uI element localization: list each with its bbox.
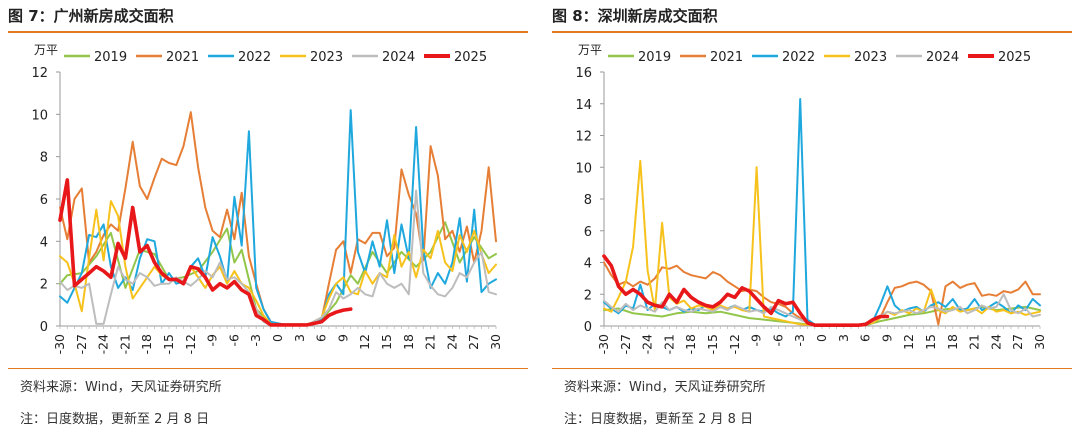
x-tick-label: 21	[423, 334, 438, 350]
y-tick-label: 12	[575, 130, 592, 145]
legend-label: 2024	[926, 50, 959, 65]
x-tick-label: -3	[792, 334, 807, 346]
y-tick-label: 16	[575, 66, 592, 81]
legend-label: 2022	[238, 50, 271, 65]
x-tick-label: -9	[749, 334, 764, 347]
shenzhen-area-chart: 万平 2019 2021 2022 2023 2024 20250246810121416-…	[575, 43, 1047, 354]
series-line-2025	[58, 178, 353, 327]
y-axis-unit-label: 万平	[34, 43, 58, 57]
x-tick-label: 27	[466, 334, 481, 350]
x-tick-label: -21	[117, 334, 132, 354]
legend-label: 2021	[166, 50, 199, 65]
series-line-2022	[59, 109, 497, 326]
x-tick-label: -15	[161, 334, 176, 354]
x-tick-label: 21	[967, 334, 982, 350]
y-tick-label: 2	[584, 288, 592, 303]
y-tick-label: 4	[584, 257, 592, 272]
source-note: 资料来源：Wind，天风证券研究所	[564, 380, 766, 395]
series-line-2025	[602, 254, 890, 328]
x-tick-label: 12	[901, 334, 916, 350]
x-tick-label: -30	[596, 334, 611, 354]
x-tick-label: 18	[401, 334, 416, 350]
x-tick-label: -24	[640, 334, 655, 354]
y-tick-label: 4	[40, 235, 48, 250]
x-tick-label: 15	[379, 334, 394, 350]
footer-rule	[8, 368, 528, 369]
x-tick-label: -3	[248, 334, 263, 346]
update-note: 注：日度数据，更新至 2 月 8 日	[564, 412, 754, 427]
y-tick-label: 0	[40, 320, 48, 335]
x-tick-label: -12	[727, 334, 742, 354]
y-tick-label: 6	[584, 225, 592, 240]
x-tick-label: -6	[226, 334, 241, 347]
legend-label: 2023	[310, 50, 343, 65]
y-axis-unit-label: 万平	[578, 43, 602, 57]
x-tick-label: 24	[988, 334, 1003, 350]
y-tick-label: 2	[40, 278, 48, 293]
x-tick-label: 0	[814, 334, 829, 342]
y-tick-label: 6	[40, 193, 48, 208]
title-rule	[552, 31, 1072, 33]
x-tick-label: -18	[683, 334, 698, 354]
series-line-2024	[603, 293, 1041, 327]
x-tick-label: 0	[270, 334, 285, 342]
x-tick-label: 3	[292, 334, 307, 342]
x-tick-label: -6	[770, 334, 785, 347]
x-tick-label: 24	[444, 334, 459, 350]
x-tick-label: -27	[74, 334, 89, 354]
chart-panel-shenzhen: 图 8：深圳新房成交面积 万平 2019 2021 2022 2023 2024 2025 0…	[552, 0, 1080, 430]
y-tick-label: 10	[575, 161, 592, 176]
legend-label: 2025	[998, 50, 1031, 65]
x-tick-label: 3	[836, 334, 851, 342]
x-tick-label: 27	[1010, 334, 1025, 350]
y-tick-label: 0	[584, 320, 592, 335]
footer-rule	[552, 368, 1072, 369]
legend-label: 2021	[710, 50, 743, 65]
x-tick-label: -27	[618, 334, 633, 354]
y-tick-label: 8	[584, 193, 592, 208]
x-tick-label: 18	[945, 334, 960, 350]
x-tick-label: -18	[139, 334, 154, 354]
x-tick-label: 30	[488, 334, 503, 350]
x-tick-label: -9	[205, 334, 220, 347]
x-tick-label: -12	[183, 334, 198, 354]
legend-label: 2024	[382, 50, 415, 65]
legend-label: 2022	[782, 50, 815, 65]
chart-panel-guangzhou: 图 7：广州新房成交面积 万平 2019 2021 2022 2023 2024 2025 0…	[8, 0, 536, 430]
legend-label: 2019	[638, 50, 671, 65]
x-tick-label: -21	[661, 334, 676, 354]
x-tick-label: 9	[879, 334, 894, 342]
x-tick-label: -15	[705, 334, 720, 354]
chart-title: 图 8：深圳新房成交面积	[552, 7, 718, 25]
y-tick-label: 8	[40, 151, 48, 166]
x-tick-label: -30	[52, 334, 67, 354]
x-tick-label: 30	[1032, 334, 1047, 350]
series-line-2021	[59, 111, 497, 326]
legend-label: 2025	[454, 50, 487, 65]
update-note: 注：日度数据，更新至 2 月 8 日	[20, 412, 210, 427]
chart-title: 图 7：广州新房成交面积	[8, 7, 174, 25]
x-tick-label: 9	[335, 334, 350, 342]
x-tick-label: 12	[357, 334, 372, 350]
series-line-2023	[59, 200, 497, 326]
title-rule	[8, 31, 528, 33]
series-line-2019	[59, 221, 497, 326]
y-tick-label: 12	[31, 66, 48, 81]
x-tick-label: 15	[923, 334, 938, 350]
legend-label: 2023	[854, 50, 887, 65]
legend-label: 2019	[94, 50, 127, 65]
y-tick-label: 10	[31, 108, 48, 123]
x-tick-label: 6	[858, 334, 873, 342]
y-tick-label: 14	[575, 98, 592, 113]
x-tick-label: 6	[314, 334, 329, 342]
x-tick-label: -24	[96, 334, 111, 354]
source-note: 资料来源：Wind，天风证券研究所	[20, 380, 222, 395]
